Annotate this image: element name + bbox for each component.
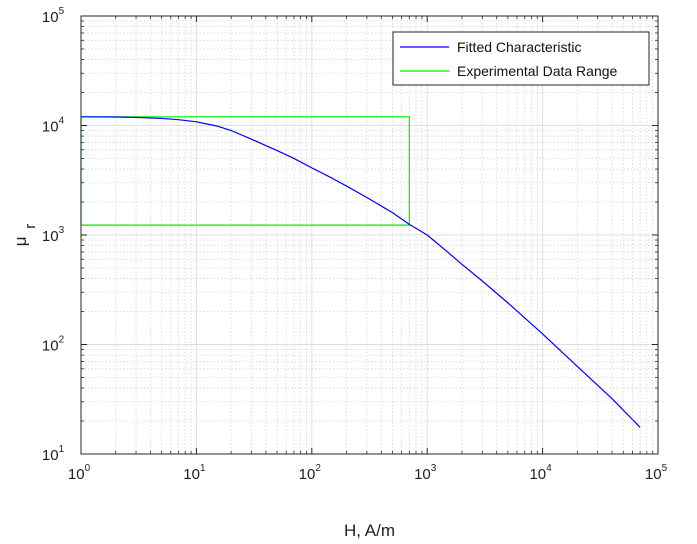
x-tick-base: 10 [68,466,85,483]
x-tick-label: 100 [68,463,91,483]
x-tick-exponent: 0 [85,463,91,474]
y-tick-base: 10 [42,228,59,245]
y-axis-label-mu: μ [11,236,30,246]
y-tick-exponent: 1 [59,444,65,455]
legend: Fitted Characteristic Experimental Data … [392,31,650,86]
x-tick-base: 10 [299,466,316,483]
x-tick-base: 10 [529,466,546,483]
plot-area [80,15,659,455]
x-tick-labels: 100 101 102 103 104 105 [68,463,668,483]
x-tick-exponent: 2 [315,463,321,474]
legend-label-experimental: Experimental Data Range [457,63,618,79]
legend-label-fitted: Fitted Characteristic [457,39,581,55]
y-tick-label: 103 [42,225,65,245]
y-tick-exponent: 4 [59,116,65,127]
series-fitted-characteristic [80,116,641,428]
x-tick-exponent: 4 [546,463,552,474]
x-tick-label: 102 [299,463,322,483]
y-axis-label-sub: r [22,224,39,229]
y-tick-exponent: 2 [59,335,65,346]
x-tick-label: 105 [645,463,668,483]
y-tick-exponent: 5 [59,6,65,17]
legend-box [392,31,650,86]
y-tick-base: 10 [42,9,59,26]
x-tick-exponent: 1 [200,463,206,474]
x-tick-base: 10 [183,466,200,483]
y-tick-exponent: 3 [59,225,65,236]
tick-marks [80,15,659,455]
x-tick-label: 103 [414,463,437,483]
x-tick-base: 10 [645,466,662,483]
y-tick-base: 10 [42,447,59,464]
y-tick-label: 102 [42,335,65,355]
x-tick-label: 101 [183,463,206,483]
y-tick-base: 10 [42,338,59,355]
y-axis-label: μ r [11,224,39,247]
y-tick-label: 105 [42,6,65,26]
x-tick-label: 104 [529,463,552,483]
y-tick-label: 101 [42,444,65,464]
x-tick-exponent: 3 [431,463,437,474]
x-axis-label: H, A/m [344,521,395,540]
x-tick-exponent: 5 [662,463,668,474]
y-tick-base: 10 [42,119,59,136]
y-tick-label: 104 [42,116,65,136]
x-tick-base: 10 [414,466,431,483]
